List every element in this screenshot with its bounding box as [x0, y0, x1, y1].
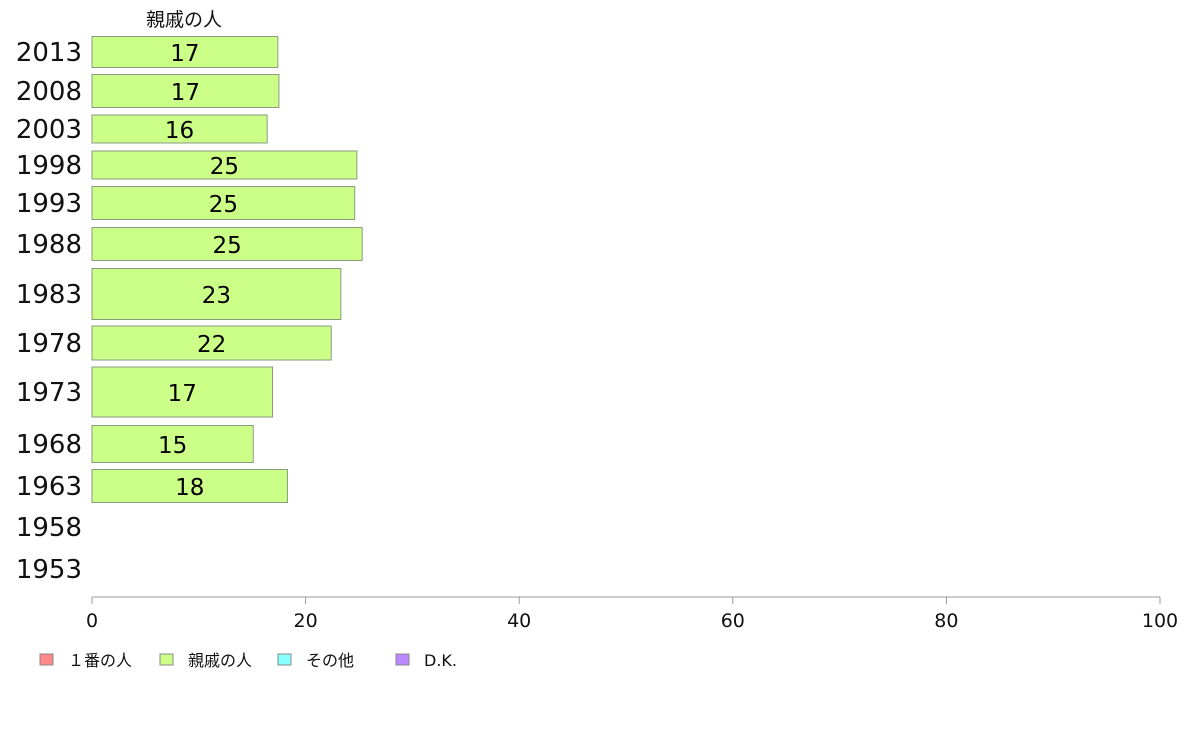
bar: [91, 425, 254, 463]
x-tick-label: 60: [721, 610, 745, 632]
legend: １番の人 親戚の人 その他 D.K.: [39, 651, 457, 670]
legend-label: D.K.: [424, 651, 457, 670]
bar: [91, 469, 288, 503]
year-label: 1973: [16, 378, 82, 408]
legend-swatch: [39, 653, 54, 666]
bar-value-label: 25: [210, 154, 239, 180]
year-label: 1963: [16, 472, 82, 502]
bar-value-label: 17: [168, 381, 197, 407]
year-label: 2008: [16, 77, 82, 107]
legend-swatch: [159, 653, 174, 666]
bar: [91, 150, 358, 180]
year-label: 1978: [16, 329, 82, 359]
year-label: 1953: [16, 555, 82, 585]
x-axis: 0 20 40 60 80 100: [86, 596, 1178, 632]
year-label: 1968: [16, 430, 82, 460]
legend-swatch: [395, 653, 410, 666]
year-label: 1958: [16, 513, 82, 543]
bar-value-label: 16: [165, 118, 194, 144]
year-label: 2013: [16, 38, 82, 68]
x-tick-label: 20: [294, 610, 318, 632]
legend-label: 親戚の人: [188, 651, 252, 670]
legend-label: その他: [306, 651, 354, 670]
bar: [91, 186, 356, 220]
bar-value-label: 25: [209, 192, 238, 218]
bar: [91, 227, 363, 261]
x-tick-label: 40: [507, 610, 531, 632]
x-tick-label: 100: [1142, 610, 1178, 632]
legend-label: １番の人: [68, 651, 132, 670]
bar-value-label: 22: [197, 332, 226, 358]
bar: [91, 268, 342, 320]
bar: [91, 366, 273, 418]
bar-value-label: 17: [171, 80, 200, 106]
bar-value-label: 17: [170, 41, 199, 67]
bar-value-label: 25: [212, 233, 241, 259]
legend-swatch: [277, 653, 292, 666]
bar: [91, 325, 332, 361]
x-tick-label: 80: [934, 610, 958, 632]
year-label: 1998: [16, 151, 82, 181]
bar-value-label: 23: [202, 283, 231, 309]
bar-value-label: 18: [175, 475, 204, 501]
year-label: 1993: [16, 189, 82, 219]
chart-title: 親戚の人: [146, 9, 222, 31]
x-tick-label: 0: [86, 610, 98, 632]
bar: [91, 36, 279, 68]
year-label: 1988: [16, 230, 82, 260]
year-label: 2003: [16, 115, 82, 145]
bar: [91, 74, 280, 108]
bar: [91, 114, 268, 144]
year-label: 1983: [16, 280, 82, 310]
bar-value-label: 15: [158, 433, 187, 459]
year-labels-group: 2013 2008 2003 1998 1993 1988 1983 1978 1973 1968…: [16, 38, 82, 585]
